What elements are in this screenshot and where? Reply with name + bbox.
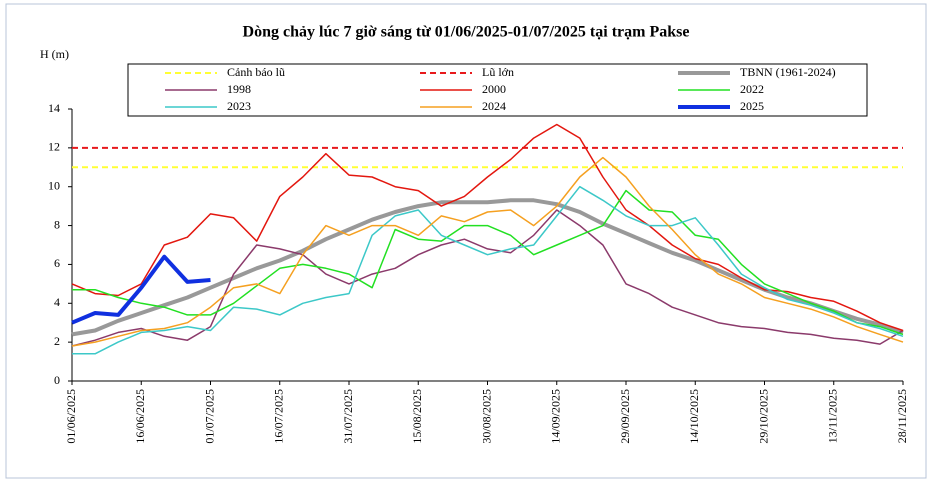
series-line <box>71 156 904 347</box>
x-tick-label: 29/10/2025 <box>756 389 770 444</box>
legend-label: Lũ lớn <box>482 65 514 79</box>
y-axis-label: H (m) <box>40 47 69 61</box>
series-line <box>72 185 904 355</box>
x-tick-label: 13/11/2025 <box>826 389 840 443</box>
x-tick-label: 01/07/2025 <box>202 389 216 444</box>
series-line <box>72 189 904 336</box>
chart-title: Dòng chảy lúc 7 giờ sáng từ 01/06/2025-0… <box>243 24 690 41</box>
y-tick-label: 10 <box>48 178 60 192</box>
legend-label: 2000 <box>482 82 506 96</box>
x-tick-label: 14/10/2025 <box>687 389 701 444</box>
y-tick-label: 6 <box>54 256 60 270</box>
x-tick-label: 29/09/2025 <box>618 389 632 444</box>
x-tick-label: 14/09/2025 <box>549 389 563 444</box>
x-tick-label: 01/06/2025 <box>64 389 78 444</box>
legend-label: 2025 <box>740 99 764 113</box>
x-tick-label: 16/07/2025 <box>272 389 286 444</box>
series-line <box>71 209 904 347</box>
series-line <box>71 123 904 332</box>
x-tick-label: 16/06/2025 <box>133 389 147 444</box>
legend-label: 2023 <box>227 99 251 113</box>
y-tick-label: 8 <box>54 217 60 231</box>
legend <box>127 63 868 117</box>
y-tick-label: 14 <box>48 101 60 115</box>
x-tick-label: 31/07/2025 <box>341 389 355 444</box>
legend-label: 1998 <box>227 82 251 96</box>
legend-label: Cảnh báo lũ <box>227 65 285 79</box>
legend-label: 2024 <box>482 99 506 113</box>
x-tick-label: 15/08/2025 <box>410 389 424 444</box>
y-tick-label: 2 <box>54 334 60 348</box>
y-tick-label: 0 <box>54 373 60 387</box>
y-tick-label: 12 <box>48 140 60 154</box>
x-tick-label: 30/08/2025 <box>479 389 493 444</box>
legend-label: 2022 <box>740 82 764 96</box>
legend-label: TBNN (1961-2024) <box>740 65 836 79</box>
y-tick-label: 4 <box>54 295 60 309</box>
x-tick-label: 28/11/2025 <box>895 389 909 443</box>
series-line <box>71 254 211 325</box>
